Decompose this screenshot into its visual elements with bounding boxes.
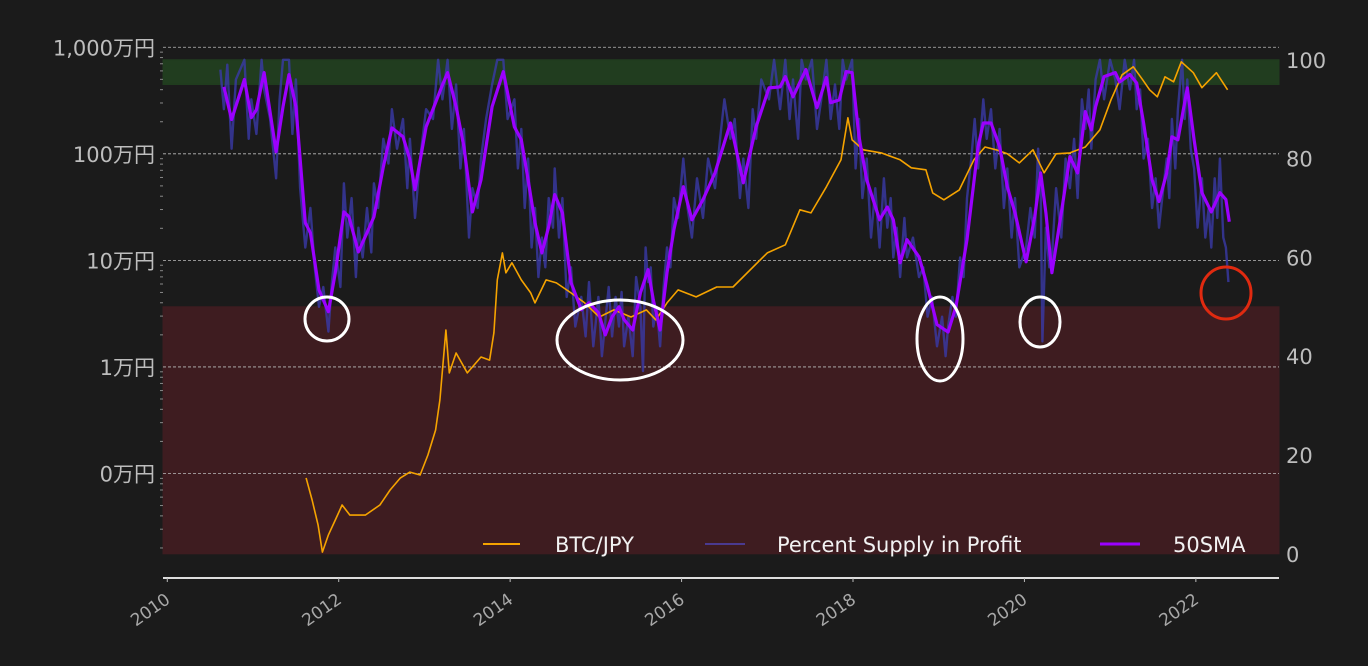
legend-label-sma: 50SMA [1173, 533, 1246, 557]
band-1 [162, 306, 1280, 555]
left-tick-label: 1,000万円 [53, 36, 155, 60]
highlight-annotations [303, 265, 1253, 383]
series-layer [219, 58, 1231, 553]
left-tick-label: 0万円 [100, 462, 155, 486]
right-tick-label: 20 [1286, 444, 1313, 468]
highlight-ellipse-2019 [915, 295, 965, 383]
right-tick-label: 100 [1286, 49, 1326, 73]
highlight-ellipse-2020 [1018, 295, 1062, 349]
left-tick-label: 100万円 [73, 143, 155, 167]
threshold-bands [162, 59, 1280, 555]
left-tick-label: 1万円 [100, 356, 155, 380]
right-tick-label: 40 [1286, 345, 1313, 369]
legend-label-supply: Percent Supply in Profit [777, 533, 1022, 557]
highlight-ellipse-2015 [555, 298, 685, 382]
highlight-circle-2011 [303, 295, 351, 343]
percent-supply-in-profit-line [219, 58, 1230, 373]
right-tick-label: 0 [1286, 543, 1299, 567]
legend-label-btc: BTC/JPY [555, 533, 634, 557]
sma50-line [222, 67, 1231, 337]
band-0 [162, 59, 1280, 85]
left-tick-label: 10万円 [86, 249, 155, 273]
right-tick-label: 60 [1286, 246, 1313, 270]
legend: BTC/JPY Percent Supply in Profit 50SMA [483, 533, 1246, 557]
btc-jpy-line [305, 60, 1229, 553]
right-tick-label: 80 [1286, 148, 1313, 172]
alert-circle-2022 [1199, 265, 1253, 321]
